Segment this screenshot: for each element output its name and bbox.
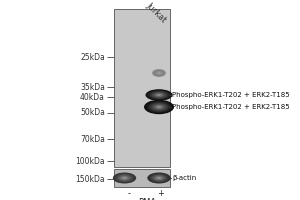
Ellipse shape xyxy=(154,93,164,97)
Ellipse shape xyxy=(151,92,167,98)
Text: Phospho-ERK1-T202 + ERK2-T185: Phospho-ERK1-T202 + ERK2-T185 xyxy=(172,104,290,110)
Text: 150kDa: 150kDa xyxy=(75,174,105,184)
Ellipse shape xyxy=(151,174,167,182)
Text: -: - xyxy=(128,190,130,198)
Text: 70kDa: 70kDa xyxy=(80,134,105,144)
Ellipse shape xyxy=(148,102,170,112)
Text: 50kDa: 50kDa xyxy=(80,108,105,117)
Ellipse shape xyxy=(155,93,163,97)
Ellipse shape xyxy=(152,69,166,77)
Text: Phospho-ERK1-T202 + ERK2-T185: Phospho-ERK1-T202 + ERK2-T185 xyxy=(172,92,290,98)
Text: β-actin: β-actin xyxy=(172,175,197,181)
Ellipse shape xyxy=(148,173,170,183)
Bar xyxy=(114,169,170,187)
Ellipse shape xyxy=(146,101,172,113)
Ellipse shape xyxy=(157,72,161,74)
Ellipse shape xyxy=(115,174,134,182)
Ellipse shape xyxy=(157,177,161,179)
Text: PMA: PMA xyxy=(138,198,156,200)
Text: 35kDa: 35kDa xyxy=(80,82,105,92)
Ellipse shape xyxy=(120,176,129,180)
Ellipse shape xyxy=(156,71,162,75)
Ellipse shape xyxy=(156,94,162,96)
Ellipse shape xyxy=(155,71,163,75)
Ellipse shape xyxy=(158,177,160,179)
Ellipse shape xyxy=(158,94,160,96)
Ellipse shape xyxy=(152,103,166,111)
Ellipse shape xyxy=(153,104,165,110)
Ellipse shape xyxy=(144,100,174,114)
Text: 25kDa: 25kDa xyxy=(80,52,105,62)
Text: +: + xyxy=(157,190,164,198)
Ellipse shape xyxy=(152,175,166,181)
Ellipse shape xyxy=(156,106,162,108)
Ellipse shape xyxy=(119,175,130,181)
Ellipse shape xyxy=(155,176,163,180)
Ellipse shape xyxy=(149,91,169,99)
Ellipse shape xyxy=(150,174,168,182)
Ellipse shape xyxy=(153,175,165,181)
Ellipse shape xyxy=(114,173,135,183)
Ellipse shape xyxy=(150,103,168,111)
Bar xyxy=(114,9,170,167)
Ellipse shape xyxy=(147,90,171,100)
Ellipse shape xyxy=(154,176,164,180)
Ellipse shape xyxy=(147,172,171,184)
Ellipse shape xyxy=(146,89,172,101)
Ellipse shape xyxy=(113,172,136,184)
Ellipse shape xyxy=(158,106,160,108)
Ellipse shape xyxy=(155,71,163,75)
Ellipse shape xyxy=(118,175,131,181)
Ellipse shape xyxy=(153,69,165,77)
Text: 100kDa: 100kDa xyxy=(75,156,105,166)
Ellipse shape xyxy=(154,70,164,76)
Ellipse shape xyxy=(154,105,164,109)
Text: Jurkat: Jurkat xyxy=(145,1,168,24)
Text: 40kDa: 40kDa xyxy=(80,92,105,102)
Ellipse shape xyxy=(122,177,127,179)
Ellipse shape xyxy=(148,90,170,100)
Ellipse shape xyxy=(152,92,166,98)
Ellipse shape xyxy=(121,176,128,180)
Ellipse shape xyxy=(158,72,160,74)
Ellipse shape xyxy=(147,101,171,113)
Ellipse shape xyxy=(153,70,165,76)
Ellipse shape xyxy=(116,174,133,182)
Ellipse shape xyxy=(123,177,126,179)
